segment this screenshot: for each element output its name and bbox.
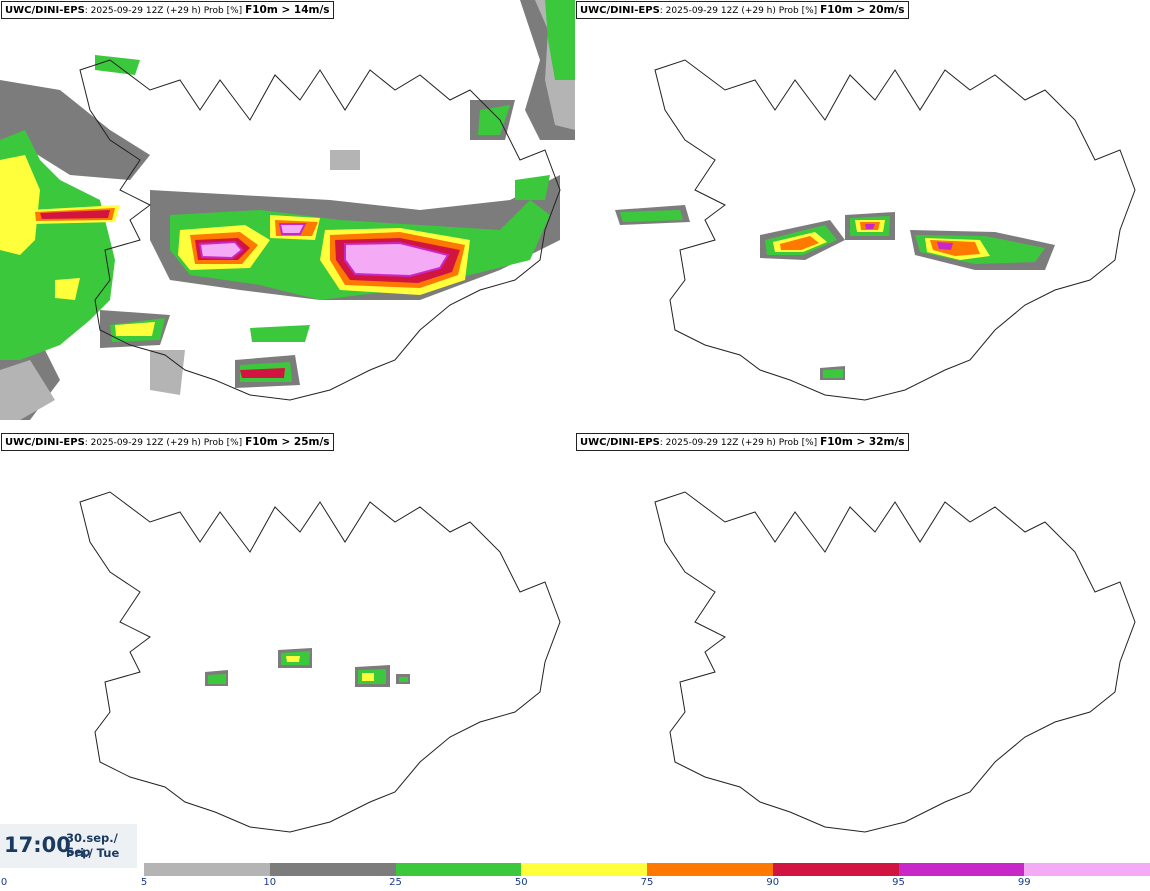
parameter-threshold: F10m > 32m/s: [820, 436, 905, 448]
colorbar-tick-label: 5: [140, 877, 148, 888]
model-source: UWC/DINI-EPS: [580, 437, 660, 448]
prob-area-10-25: [615, 205, 1055, 380]
coastline: [654, 59, 1136, 401]
colorbar-segment: [395, 863, 522, 876]
colorbar-segment: [144, 863, 271, 876]
colorbar-tick-label: 90: [766, 877, 780, 888]
prob-area-95-99: [198, 223, 450, 278]
probability-map: [0, 0, 575, 420]
panel-title: UWC/DINI-EPS: 2025-09-29 12Z (+29 h) Pro…: [576, 433, 909, 451]
run-info: 2025-09-29 12Z (+29 h) Prob [%]: [90, 6, 243, 16]
panel-title: UWC/DINI-EPS: 2025-09-29 12Z (+29 h) Pro…: [1, 1, 334, 19]
model-source: UWC/DINI-EPS: [580, 5, 660, 16]
valid-time: 17:00: [4, 833, 71, 857]
colorbar-tick-label: 50: [514, 877, 528, 888]
run-info: 2025-09-29 12Z (+29 h) Prob [%]: [665, 438, 818, 448]
parameter-threshold: F10m > 14m/s: [245, 4, 330, 16]
valid-date: 30.sep./ Sep: [66, 831, 118, 859]
colorbar-segment: [269, 863, 396, 876]
prob-area-50-75: [286, 656, 374, 681]
map-panel-32ms: UWC/DINI-EPS: 2025-09-29 12Z (+29 h) Pro…: [575, 432, 1150, 862]
probability-map: [615, 59, 1136, 401]
parameter-threshold: F10m > 20m/s: [820, 4, 905, 16]
colorbar-segment: [1024, 863, 1150, 876]
panel-title: UWC/DINI-EPS: 2025-09-29 12Z (+29 h) Pro…: [576, 1, 909, 19]
model-source: UWC/DINI-EPS: [5, 5, 85, 16]
colorbar-tick-label: 95: [892, 877, 905, 888]
probability-colorbar: [144, 863, 1150, 876]
parameter-threshold: F10m > 25m/s: [245, 436, 330, 448]
map-panel-25ms: UWC/DINI-EPS: 2025-09-29 12Z (+29 h) Pro…: [0, 432, 575, 862]
run-info: 2025-09-29 12Z (+29 h) Prob [%]: [90, 438, 243, 448]
map-panel-20ms: UWC/DINI-EPS: 2025-09-29 12Z (+29 h) Pro…: [575, 0, 1150, 430]
colorbar-tick-label: 75: [640, 877, 654, 888]
valid-weekday: Þri./ Tue: [66, 846, 120, 860]
prob-area-95-99: [865, 224, 953, 250]
probability-map: [79, 491, 561, 833]
coastline: [654, 491, 1136, 833]
model-source: UWC/DINI-EPS: [5, 437, 85, 448]
colorbar-segment: [898, 863, 1025, 876]
colorbar-segment: [772, 863, 899, 876]
coastline: [79, 491, 561, 833]
colorbar-tick-label: 99: [1017, 877, 1031, 888]
run-info: 2025-09-29 12Z (+29 h) Prob [%]: [665, 6, 818, 16]
colorbar-tick-label: 0: [0, 877, 8, 888]
colorbar-tick-label: 10: [263, 877, 277, 888]
colorbar-segment: [647, 863, 774, 876]
colorbar-tick-label: 25: [389, 877, 402, 888]
prob-area-25-50: [0, 0, 575, 382]
coastline: [79, 59, 561, 401]
valid-time-box: 17:00 30.sep./ Sep Þri./ Tue: [0, 824, 137, 868]
colorbar-segment: [521, 863, 648, 876]
probability-map: [654, 491, 1136, 833]
map-panel-14ms: UWC/DINI-EPS: 2025-09-29 12Z (+29 h) Pro…: [0, 0, 575, 430]
panel-title: UWC/DINI-EPS: 2025-09-29 12Z (+29 h) Pro…: [1, 433, 334, 451]
